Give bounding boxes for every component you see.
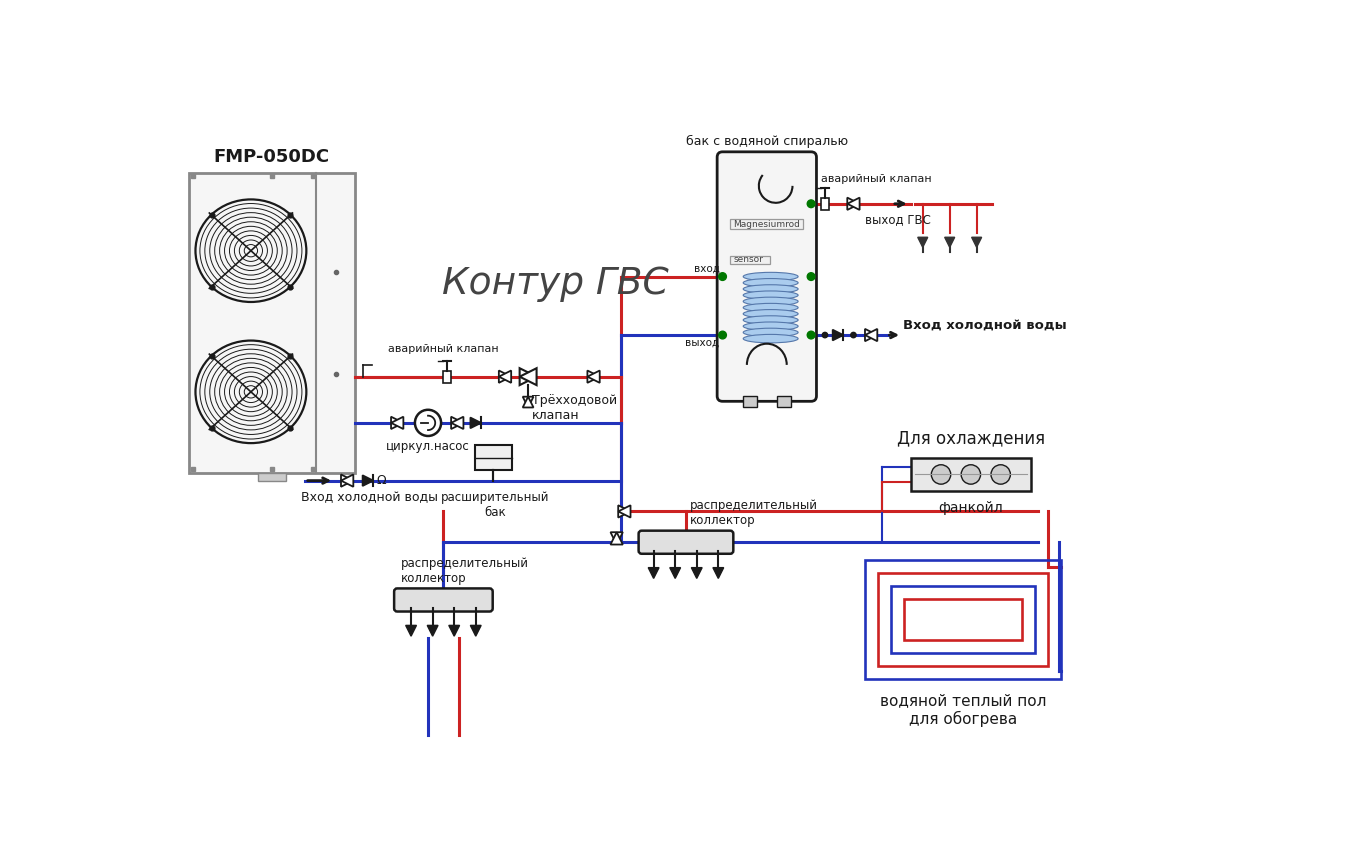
Text: распределительный
коллектор: распределительный коллектор — [690, 499, 818, 527]
Ellipse shape — [743, 272, 798, 281]
Circle shape — [807, 331, 814, 339]
Polygon shape — [427, 625, 438, 636]
FancyBboxPatch shape — [394, 588, 492, 611]
Polygon shape — [391, 417, 404, 429]
Bar — [730, 219, 803, 229]
Bar — [730, 256, 771, 263]
Ellipse shape — [743, 291, 798, 300]
Text: Для охлаждения: Для охлаждения — [896, 430, 1045, 448]
Polygon shape — [520, 369, 536, 385]
Polygon shape — [363, 475, 374, 486]
Bar — [904, 598, 1022, 640]
Polygon shape — [865, 329, 877, 341]
Text: вход: вход — [693, 263, 719, 274]
Polygon shape — [499, 370, 512, 383]
Polygon shape — [945, 238, 955, 247]
Circle shape — [719, 273, 727, 281]
Polygon shape — [391, 417, 404, 429]
Polygon shape — [449, 625, 460, 636]
Polygon shape — [520, 369, 536, 385]
Polygon shape — [648, 567, 659, 579]
Polygon shape — [692, 567, 702, 579]
Ellipse shape — [743, 316, 798, 325]
Ellipse shape — [743, 303, 798, 312]
Text: циркул.насос: циркул.насос — [386, 440, 469, 453]
Polygon shape — [522, 397, 533, 407]
Bar — [821, 198, 829, 210]
Text: распределительный
коллектор: распределительный коллектор — [401, 556, 529, 585]
FancyBboxPatch shape — [717, 152, 817, 401]
Polygon shape — [522, 397, 533, 407]
Text: выход ГВС: выход ГВС — [865, 213, 930, 226]
Polygon shape — [341, 474, 353, 486]
Text: Ω: Ω — [376, 474, 386, 487]
Text: FMP-050DC: FMP-050DC — [214, 148, 330, 166]
Text: расширительный
бак: расширительный бак — [441, 492, 550, 519]
Circle shape — [851, 332, 857, 338]
Polygon shape — [918, 238, 928, 247]
Ellipse shape — [743, 328, 798, 337]
Text: Трёхходовой
клапан: Трёхходовой клапан — [532, 393, 617, 422]
Polygon shape — [451, 417, 464, 429]
Ellipse shape — [743, 297, 798, 306]
Text: фанкойл: фанкойл — [938, 501, 1004, 516]
Text: Вход холодной воды: Вход холодной воды — [903, 319, 1067, 331]
Text: выход: выход — [685, 338, 719, 348]
Polygon shape — [618, 505, 630, 517]
Bar — [891, 585, 1035, 653]
Polygon shape — [971, 238, 982, 247]
Bar — [878, 573, 1049, 666]
Ellipse shape — [743, 279, 798, 287]
Polygon shape — [451, 417, 464, 429]
Polygon shape — [618, 505, 630, 517]
Text: sensor: sensor — [734, 256, 764, 264]
Circle shape — [962, 465, 981, 484]
Polygon shape — [670, 567, 681, 579]
Bar — [258, 473, 285, 480]
Text: Контур ГВС: Контур ГВС — [442, 266, 668, 302]
Polygon shape — [713, 567, 724, 579]
Ellipse shape — [743, 322, 798, 331]
Bar — [743, 396, 757, 406]
Polygon shape — [847, 198, 859, 210]
Bar — [443, 370, 451, 383]
Bar — [475, 445, 512, 470]
Ellipse shape — [743, 310, 798, 318]
Ellipse shape — [743, 285, 798, 294]
Circle shape — [415, 410, 441, 436]
Circle shape — [992, 465, 1011, 484]
Circle shape — [822, 332, 828, 338]
Ellipse shape — [743, 334, 798, 343]
Circle shape — [932, 465, 951, 484]
Text: Вход холодной воды: Вход холодной воды — [301, 492, 438, 505]
Circle shape — [719, 331, 727, 339]
Polygon shape — [832, 330, 843, 340]
Text: бак с водяной спиралью: бак с водяной спиралью — [686, 135, 848, 148]
Polygon shape — [341, 474, 353, 486]
Bar — [865, 560, 1061, 678]
Bar — [911, 458, 1031, 491]
Polygon shape — [588, 370, 600, 383]
Text: аварийный клапан: аварийный клапан — [389, 344, 499, 354]
Text: Magnesiumrod: Magnesiumrod — [734, 220, 801, 228]
Bar — [190, 172, 355, 473]
Polygon shape — [471, 418, 481, 428]
Polygon shape — [611, 532, 623, 544]
Polygon shape — [588, 370, 600, 383]
Polygon shape — [405, 625, 416, 636]
Text: аварийный клапан: аварийный клапан — [821, 174, 932, 183]
Polygon shape — [611, 532, 623, 544]
Polygon shape — [865, 329, 877, 341]
Circle shape — [807, 273, 814, 281]
FancyBboxPatch shape — [638, 530, 734, 554]
Polygon shape — [499, 370, 512, 383]
Bar — [777, 396, 791, 406]
Text: водяной теплый пол
для обогрева: водяной теплый пол для обогрева — [880, 693, 1046, 727]
Polygon shape — [847, 198, 859, 210]
Polygon shape — [471, 625, 481, 636]
Circle shape — [807, 200, 814, 208]
